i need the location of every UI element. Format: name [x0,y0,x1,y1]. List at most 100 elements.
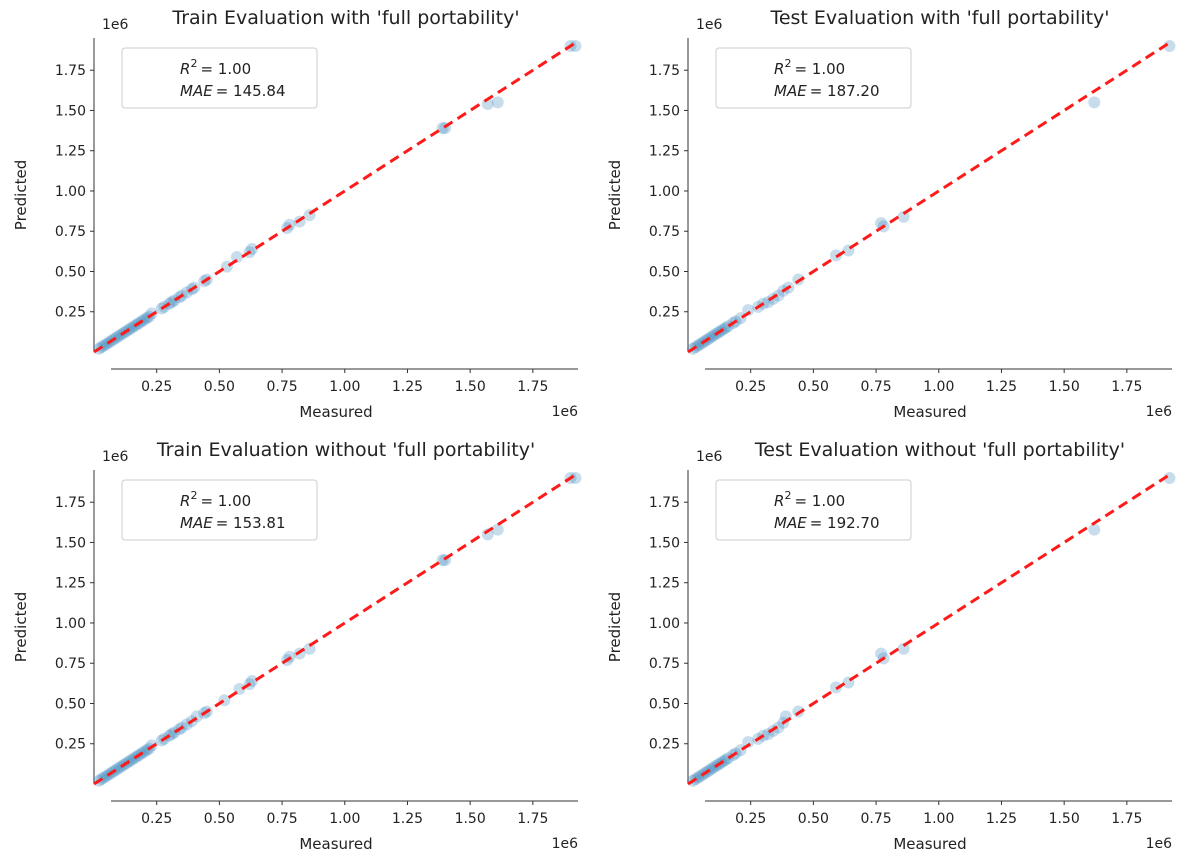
x-tick-label: 1.50 [455,811,486,827]
x-tick-label: 0.50 [204,811,235,827]
r2-value: = 1.00 [794,60,845,78]
y-tick-label: 1.75 [649,63,680,79]
y-tick-label: 1.50 [55,535,86,551]
y-tick-label: 1.00 [55,184,86,200]
y-tick-label: 0.75 [649,656,680,672]
x-tick-label: 1.50 [455,379,486,395]
metrics-box [121,47,318,109]
y-tick-label: 1.25 [55,144,86,160]
y-tick-label: 1.50 [55,103,86,119]
chart-panel-4: 0.25 0.50 0.75 1.00 1.25 1.50 1.75 0.25 0.50 0.75… [606,439,1176,853]
data-point [230,250,243,263]
y-offset-label: 1e6 [102,17,129,33]
y-tick-label: 0.25 [55,737,86,753]
x-tick-label: 0.25 [735,811,766,827]
y-tick-label: 0.75 [55,224,86,240]
chart-title: Train Evaluation with 'full portability' [171,7,519,29]
y-tick-label: 0.50 [55,696,86,712]
data-point [491,96,504,109]
x-tick-label: 0.25 [735,379,766,395]
y-tick-label: 1.00 [649,616,680,632]
y-tick-label: 1.00 [55,616,86,632]
x-axis-label: Measured [299,403,372,421]
y-axis-label: Predicted [606,592,624,662]
mae-symbol: MAE [180,514,213,532]
mae-metric: MAE = 192.70 [774,514,880,532]
x-tick-label: 0.50 [798,811,829,827]
data-point [1088,523,1101,536]
y-tick-label: 1.75 [55,63,86,79]
data-point [772,289,785,302]
x-tick-label: 0.75 [266,811,297,827]
r2-symbol: R [180,60,190,78]
y-tick-label: 1.50 [649,535,680,551]
r2-value: = 1.00 [794,492,845,510]
y-tick-label: 1.25 [649,576,680,592]
x-tick-label: 1.25 [986,379,1017,395]
mae-value: = 187.20 [810,82,880,100]
chart-panel-2: 0.25 0.50 0.75 1.00 1.25 1.50 1.75 0.25 0.50 0.75… [606,7,1176,421]
r2-metric: R2 = 1.00 [180,57,251,78]
mae-metric: MAE = 145.84 [180,82,286,100]
mae-symbol: MAE [774,514,807,532]
y-tick-label: 0.50 [649,264,680,280]
y-tick-label: 0.50 [649,696,680,712]
x-tick-label: 0.25 [141,811,172,827]
mae-symbol: MAE [774,82,807,100]
chart-panel-1: 0.25 0.50 0.75 1.00 1.25 1.50 1.75 0.25 0.50 0.75… [12,7,582,421]
x-tick-label: 1.00 [923,379,954,395]
r2-value: = 1.00 [200,492,251,510]
y-tick-label: 0.25 [55,305,86,321]
x-tick-label: 0.50 [798,379,829,395]
r2-symbol: R [774,60,784,78]
r2-metric: R2 = 1.00 [774,489,845,510]
y-offset-label: 1e6 [696,17,723,33]
y-axis-label: Predicted [12,592,30,662]
x-tick-label: 0.25 [141,379,172,395]
x-axis-label: Measured [893,835,966,853]
x-tick-label: 1.75 [517,379,548,395]
r2-metric: R2 = 1.00 [774,57,845,78]
data-point [897,210,910,223]
x-axis-label: Measured [893,403,966,421]
x-tick-label: 1.00 [329,379,360,395]
y-tick-label: 0.75 [649,224,680,240]
x-offset-label: 1e6 [552,836,579,852]
x-tick-label: 1.25 [986,811,1017,827]
y-tick-label: 0.50 [55,264,86,280]
x-tick-label: 1.75 [1111,811,1142,827]
data-point [742,736,755,749]
y-axis-label: Predicted [606,160,624,230]
x-tick-label: 1.00 [923,811,954,827]
chart-title: Train Evaluation without 'full portabili… [156,439,535,461]
r2-superscript: 2 [784,489,791,502]
x-offset-label: 1e6 [1146,836,1173,852]
x-tick-label: 1.75 [1111,379,1142,395]
y-tick-label: 1.50 [649,103,680,119]
y-tick-label: 1.25 [55,576,86,592]
x-tick-label: 1.50 [1049,379,1080,395]
chart-panel-3: 0.25 0.50 0.75 1.00 1.25 1.50 1.75 0.25 0.50 0.75… [12,439,582,853]
y-tick-label: 0.25 [649,305,680,321]
x-tick-label: 1.00 [329,811,360,827]
r2-metric: R2 = 1.00 [180,489,251,510]
x-tick-label: 1.50 [1049,811,1080,827]
x-tick-label: 0.75 [266,379,297,395]
mae-metric: MAE = 153.81 [180,514,286,532]
data-point [897,642,910,655]
metrics-box [121,479,318,541]
x-tick-label: 0.50 [204,379,235,395]
data-point [303,642,316,655]
y-offset-label: 1e6 [696,449,723,465]
mae-symbol: MAE [180,82,213,100]
x-tick-label: 1.25 [392,811,423,827]
x-axis-label: Measured [299,835,372,853]
metrics-box [715,47,912,109]
x-tick-label: 1.75 [517,811,548,827]
r2-superscript: 2 [784,57,791,70]
y-tick-label: 0.25 [649,737,680,753]
data-point [491,523,504,536]
x-offset-label: 1e6 [552,404,579,420]
r2-symbol: R [774,492,784,510]
